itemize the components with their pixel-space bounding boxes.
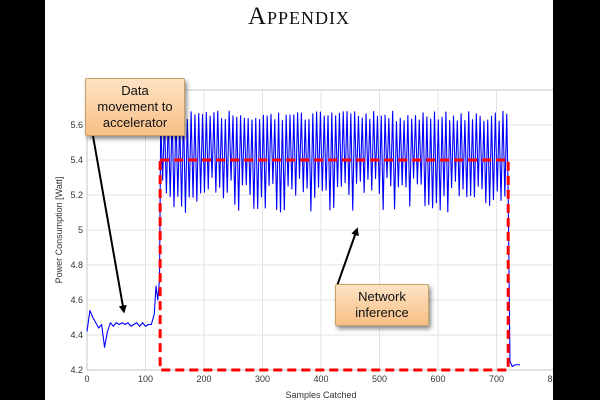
inference-highlight-box bbox=[158, 158, 510, 372]
x-tick-label: 800 bbox=[547, 374, 553, 384]
y-tick-label: 5.2 bbox=[70, 190, 83, 200]
data-movement-arrow bbox=[92, 135, 127, 314]
x-tick-label: 500 bbox=[372, 374, 387, 384]
y-tick-label: 5 bbox=[78, 225, 83, 235]
x-tick-label: 100 bbox=[138, 374, 153, 384]
x-axis-label: Samples Catched bbox=[285, 390, 356, 400]
y-tick-label: 4.2 bbox=[70, 365, 83, 375]
network-inference-line-1: Network bbox=[358, 289, 406, 304]
y-tick-label: 5.6 bbox=[70, 120, 83, 130]
data-movement-line-2: movement to bbox=[97, 99, 173, 114]
slide-title: Appendix bbox=[247, 3, 351, 30]
network-inference-line-2: inference bbox=[355, 305, 409, 320]
slide: Appendix 0 100 200 300 400 500 600 700 800 4.2 4.4… bbox=[45, 0, 553, 400]
y-tick-label: 4.4 bbox=[70, 330, 83, 340]
y-tick-label: 5.4 bbox=[70, 155, 83, 165]
x-tick-label: 200 bbox=[196, 374, 211, 384]
y-tick-label: 4.6 bbox=[70, 295, 83, 305]
power-consumption-chart: 0 100 200 300 400 500 600 700 800 4.2 4.4 4.6 4.8 5 5.… bbox=[54, 89, 553, 400]
power-series-line bbox=[86, 110, 520, 368]
x-tick-label: 0 bbox=[84, 374, 89, 384]
data-movement-line-3: accelerator bbox=[102, 115, 168, 130]
x-tick-label: 400 bbox=[313, 374, 328, 384]
x-tick-label: 700 bbox=[489, 374, 504, 384]
x-tick-label: 300 bbox=[255, 374, 270, 384]
x-tick-label: 600 bbox=[430, 374, 445, 384]
y-axis-label: Power Consumption [Watt] bbox=[54, 177, 64, 284]
network-inference-arrow bbox=[336, 227, 359, 287]
y-tick-label: 4.8 bbox=[70, 260, 83, 270]
data-movement-callout: Data movement to accelerator bbox=[85, 78, 185, 136]
network-inference-callout: Network inference bbox=[335, 284, 429, 326]
data-movement-line-1: Data bbox=[121, 83, 149, 98]
